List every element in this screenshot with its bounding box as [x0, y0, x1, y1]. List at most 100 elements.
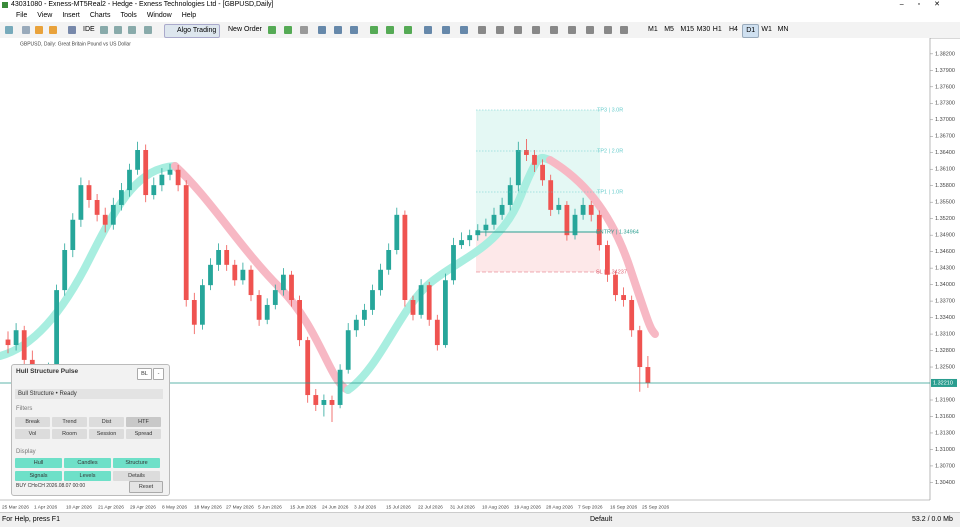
menu-item[interactable]: View [37, 12, 53, 19]
tool-icon[interactable] [22, 26, 30, 34]
menu-item[interactable]: Window [146, 12, 172, 19]
window-controls[interactable]: –▫✕ [899, 1, 954, 8]
position-box [476, 110, 600, 272]
display-button[interactable]: Details [113, 471, 160, 481]
timeframe-button[interactable]: H1 [712, 26, 722, 33]
tool-icon[interactable] [478, 26, 486, 34]
display-button[interactable]: Hull [15, 458, 62, 468]
display-button[interactable]: Levels [64, 471, 111, 481]
timeframe-button[interactable]: M1 [648, 26, 658, 33]
tool-icon[interactable] [334, 26, 342, 34]
display-button[interactable]: Structure [113, 458, 160, 468]
candle-body [524, 150, 529, 155]
filter-button[interactable]: Room [52, 429, 87, 439]
candle-body [378, 269, 383, 291]
filter-button[interactable]: Spread [126, 429, 161, 439]
algo-trading-button[interactable]: Algo Trading [164, 24, 221, 38]
candle-body [281, 274, 286, 291]
candle-body [515, 150, 521, 186]
reward-zone [476, 110, 600, 232]
date-label: 15 Jul 2026 [386, 504, 411, 510]
candle-body [394, 214, 400, 250]
tool-icon[interactable] [49, 26, 57, 34]
tool-icon[interactable] [268, 26, 276, 34]
date-label: 29 Apr 2026 [130, 504, 156, 510]
reset-button[interactable]: Reset [129, 481, 163, 493]
tool-icon[interactable] [514, 26, 522, 34]
date-label: 15 Jun 2026 [290, 504, 317, 510]
tool-icon[interactable] [604, 26, 612, 34]
display-button[interactable]: Signals [15, 471, 62, 481]
candle-body [548, 180, 554, 210]
filter-button[interactable]: Trend [52, 417, 87, 427]
level-label: TP3 | 3.0R [597, 107, 623, 113]
tool-icon[interactable] [284, 26, 292, 34]
tool-icon[interactable] [386, 26, 394, 34]
price-label: 1.34000 [935, 282, 955, 288]
timeframe-button[interactable]: M5 [664, 26, 674, 33]
current-price-tag [931, 378, 957, 387]
tool-icon[interactable] [370, 26, 378, 34]
timeframe-button[interactable]: D1 [742, 24, 760, 38]
window-title: 43031080 - Exness-MT5Real2 - Hedge - Exn… [11, 1, 274, 8]
position-levels: TP3 | 3.0R TP2 | 2.0R TP1 | 1.0R ENTRY | 1.… [476, 107, 639, 275]
tool-icon[interactable] [586, 26, 594, 34]
tool-icon[interactable] [35, 26, 43, 34]
price-label: 1.37900 [935, 68, 955, 74]
menu-item[interactable]: File [16, 12, 28, 19]
candle-body [256, 295, 262, 320]
menu-item[interactable]: Charts [89, 12, 111, 19]
tool-icon[interactable] [100, 26, 108, 34]
memory: 53.2 / 0.0 Mb [912, 516, 953, 523]
tool-icon[interactable] [550, 26, 558, 34]
tool-icon[interactable] [568, 26, 576, 34]
new-order-button[interactable]: New Order [228, 26, 262, 33]
ide-button[interactable]: IDE [83, 26, 95, 33]
date-label: 8 May 2026 [162, 504, 187, 510]
price-label: 1.30400 [935, 480, 955, 486]
candle-body [402, 214, 408, 300]
candle-body [443, 280, 448, 346]
candle-body [370, 290, 375, 310]
filter-button[interactable]: HTF [126, 417, 161, 427]
timeframe-button[interactable]: MN [777, 26, 789, 33]
candle-body [70, 219, 76, 250]
tool-icon[interactable] [424, 26, 432, 34]
date-label: 21 Apr 2026 [98, 504, 124, 510]
tool-icon[interactable] [350, 26, 358, 34]
tool-icon[interactable] [114, 26, 122, 34]
tool-icon[interactable] [460, 26, 468, 34]
tool-icon[interactable] [68, 26, 76, 34]
candle-body [621, 295, 626, 300]
timeframe-button[interactable]: W1 [761, 26, 772, 33]
display-button[interactable]: Candles [64, 458, 111, 468]
filter-button[interactable]: Session [89, 429, 124, 439]
filter-button[interactable]: Break [15, 417, 50, 427]
tool-icon[interactable] [318, 26, 326, 34]
tool-icon[interactable] [404, 26, 412, 34]
candle-body [313, 395, 319, 405]
tool-icon[interactable] [442, 26, 450, 34]
timeframe-button[interactable]: M15 [680, 26, 695, 33]
candle-body [13, 330, 19, 346]
candle-body [135, 150, 140, 170]
menu-item[interactable]: Tools [120, 12, 137, 19]
level-label: TP2 | 2.0R [597, 148, 623, 154]
tool-icon[interactable] [532, 26, 540, 34]
tool-icon[interactable] [620, 26, 628, 34]
tool-icon[interactable] [5, 26, 13, 34]
filter-button[interactable]: Vol [15, 429, 50, 439]
minimize-button[interactable]: - [153, 368, 164, 380]
candle-body [86, 185, 92, 200]
filter-button[interactable]: Dist [89, 417, 124, 427]
tool-icon[interactable] [496, 26, 504, 34]
price-label: 1.36400 [935, 150, 955, 156]
timeframe-button[interactable]: H4 [729, 26, 738, 33]
tool-icon[interactable] [144, 26, 152, 34]
corner-button[interactable]: BL [137, 368, 152, 380]
timeframe-button[interactable]: M30 [696, 26, 711, 33]
tool-icon[interactable] [128, 26, 136, 34]
menu-item[interactable]: Insert [62, 12, 80, 19]
tool-icon[interactable] [300, 26, 308, 34]
menu-item[interactable]: Help [181, 12, 197, 19]
